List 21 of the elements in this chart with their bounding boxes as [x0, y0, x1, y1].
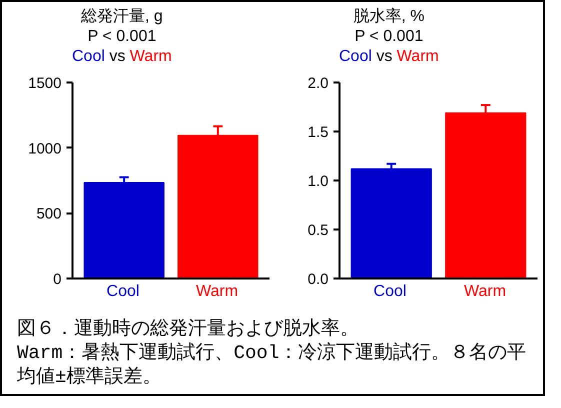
- y-tick-label: 1000: [28, 140, 62, 158]
- x-tick-label: Warm: [194, 282, 240, 302]
- y-tick-label: 2.0: [308, 75, 329, 92]
- y-tick-label: 0: [53, 271, 62, 288]
- text: Warm：暑熱下運動試行、Cool：冷涼下運動試行。８名の平均値±標準誤差。: [17, 341, 527, 390]
- y-tick-label: 0.5: [308, 222, 329, 239]
- x-tick-label: Cool: [106, 282, 140, 302]
- y-tick-label: 1500: [28, 75, 62, 92]
- x-tick-label: Warm: [462, 282, 508, 302]
- text: P < 0.001: [86, 27, 158, 47]
- y-tick-label: 0.0: [308, 271, 329, 288]
- text: Cool vs Warm: [72, 47, 172, 67]
- text: Cool vs Warm: [339, 47, 439, 67]
- y-tick-label: 500: [36, 206, 62, 223]
- chart-title: 総発汗量, g: [80, 7, 164, 27]
- x-tick-label: Cool: [372, 282, 408, 302]
- chart-title: 脱水率, %: [352, 7, 426, 27]
- y-tick-label: 1.0: [308, 173, 329, 190]
- text: P < 0.001: [354, 27, 424, 47]
- caption: 図６．運動時の総発汗量および脱水率。: [17, 317, 360, 342]
- y-tick-label: 1.5: [308, 124, 329, 141]
